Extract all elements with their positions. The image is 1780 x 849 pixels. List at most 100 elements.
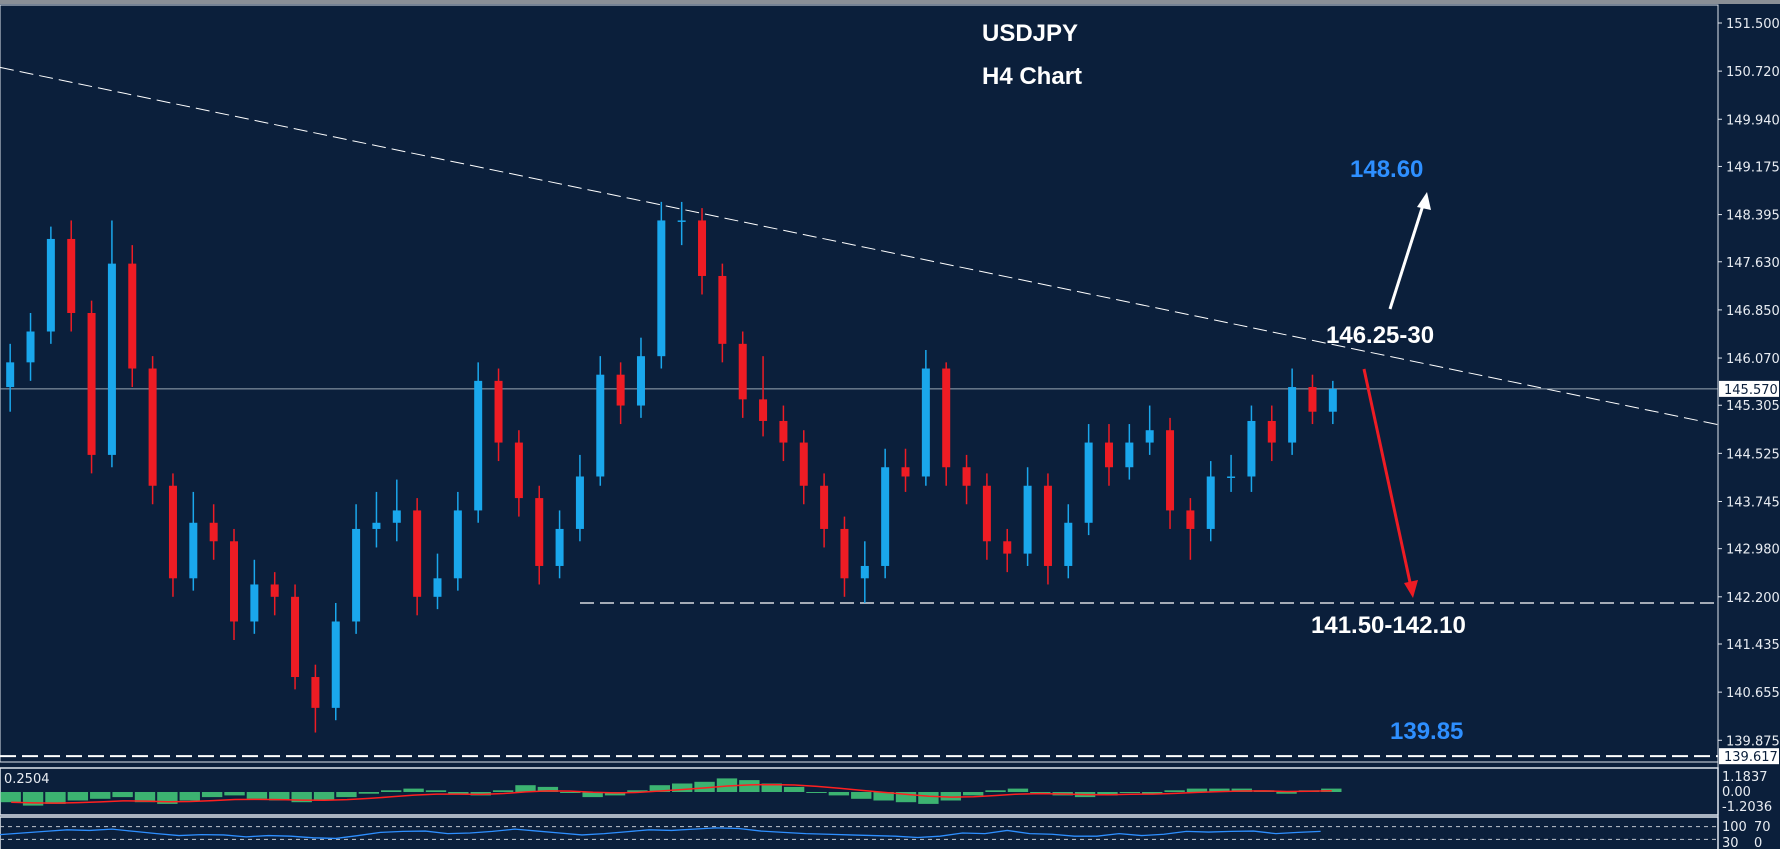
histogram-bar	[582, 792, 603, 798]
main-panel	[0, 4, 1719, 763]
bottom-price-box	[1719, 748, 1779, 765]
candle	[1267, 405, 1276, 462]
candle	[779, 405, 788, 462]
candle-body	[189, 522, 198, 579]
candle-body	[230, 541, 239, 622]
candle	[1308, 374, 1317, 425]
candle	[799, 430, 808, 505]
candle	[881, 448, 890, 579]
candle-body	[1023, 485, 1032, 554]
candle-body	[1145, 430, 1154, 443]
candle-body	[46, 238, 55, 332]
candle-body	[799, 442, 808, 486]
candle-body	[1206, 476, 1215, 529]
candle-body	[860, 565, 869, 579]
chart-title: USDJPY	[982, 20, 1079, 47]
main-frame	[0, 4, 1719, 763]
candle-body	[677, 220, 686, 222]
candle-body	[1104, 442, 1113, 468]
candle	[1023, 467, 1032, 566]
candle	[942, 362, 951, 486]
histogram-bar	[425, 790, 447, 792]
candle-body	[596, 374, 605, 477]
histogram-bar	[381, 790, 402, 792]
candle	[128, 245, 137, 388]
histogram-bar	[1164, 790, 1185, 792]
candle	[1003, 528, 1012, 573]
chart-subtitle: H4 Chart	[982, 63, 1083, 90]
candle-body	[759, 399, 768, 421]
histogram-bar	[1097, 792, 1118, 796]
candle	[1328, 380, 1337, 425]
candle	[372, 491, 381, 548]
candle-body	[352, 528, 361, 622]
histogram-bar	[739, 780, 760, 792]
histogram-bar	[761, 783, 782, 792]
histogram-bar	[940, 792, 961, 801]
candle-body	[1064, 522, 1073, 566]
candle	[1247, 405, 1256, 492]
candle-body	[1166, 430, 1175, 511]
candle	[901, 448, 910, 492]
oscillator-axis-label: 70	[1754, 820, 1771, 835]
candle	[270, 572, 279, 616]
candle-body	[1247, 420, 1256, 477]
candle-body	[107, 263, 116, 455]
candle	[718, 263, 727, 363]
macd-axis-label: 1.1837	[1722, 770, 1768, 785]
candle-body	[840, 528, 849, 579]
histogram-bar	[1030, 792, 1051, 793]
candle-body	[1043, 485, 1052, 566]
candle-body	[26, 331, 35, 363]
upside-arrow	[1388, 201, 1426, 310]
macd-frame	[0, 767, 1719, 816]
candle-body	[331, 621, 340, 708]
price-axis[interactable]: 151.500 150.720 149.940 149.175 148.395 147.6…	[1717, 5, 1780, 849]
candle	[392, 479, 401, 542]
oscillator-axis-label: 0	[1754, 836, 1762, 849]
candle-body	[962, 467, 971, 486]
histogram-bar	[1186, 788, 1208, 792]
candle-body	[1003, 541, 1012, 554]
candle-body	[392, 510, 401, 523]
candle-body	[453, 510, 462, 579]
histogram-bar	[358, 792, 380, 794]
candle-body	[168, 485, 177, 579]
candle-body	[942, 368, 951, 468]
candle	[168, 473, 177, 597]
candle	[107, 220, 116, 468]
candle-body	[657, 220, 666, 357]
histogram-bar	[716, 778, 738, 792]
toolbar-edge	[0, 0, 1780, 4]
candle-body	[575, 476, 584, 529]
histogram-bar	[45, 792, 66, 804]
axis-tick-label: 150.720	[1726, 65, 1780, 80]
candle	[698, 208, 707, 295]
histogram-bar	[448, 792, 469, 794]
candle	[87, 300, 96, 474]
histogram-bar	[157, 792, 178, 804]
candle	[921, 350, 930, 486]
axis-tick-label: 139.875	[1726, 734, 1780, 749]
candle-body	[1267, 420, 1276, 443]
oscillator-axis-label: 100	[1722, 820, 1747, 835]
candle-body	[128, 263, 137, 369]
oscillator-line	[0, 827, 1321, 840]
candle-body	[270, 584, 279, 597]
histogram-bar	[224, 792, 245, 796]
candle	[514, 430, 523, 517]
resistance-label: 146.25-30	[1326, 322, 1435, 349]
candle	[982, 473, 991, 560]
axis-tick-label: 142.200	[1726, 591, 1780, 606]
signal-line	[11, 783, 1332, 804]
candle	[535, 485, 544, 585]
candle	[962, 454, 971, 505]
candle-body	[616, 374, 625, 406]
bottom-price-label: 139.617	[1724, 750, 1778, 765]
candle	[1206, 461, 1215, 542]
histogram-bar	[627, 790, 648, 792]
axis-tick-label: 146.070	[1726, 352, 1780, 367]
histogram-bar	[828, 792, 850, 796]
candle	[596, 356, 605, 486]
